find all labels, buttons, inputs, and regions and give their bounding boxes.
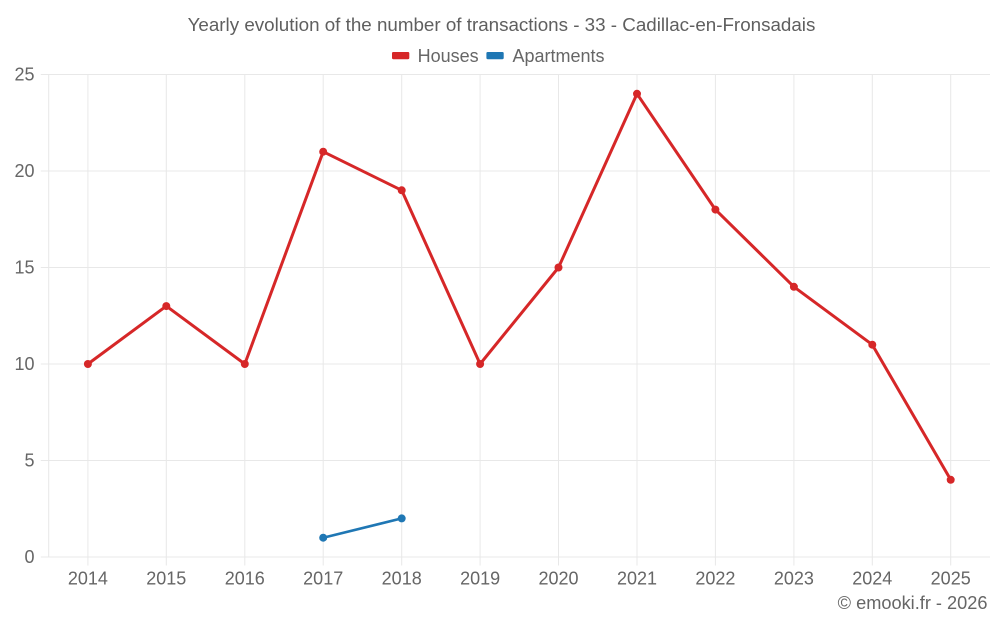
svg-text:2019: 2019 <box>460 569 500 589</box>
svg-text:2018: 2018 <box>382 569 422 589</box>
svg-text:5: 5 <box>24 451 34 471</box>
svg-text:Houses: Houses <box>418 46 479 66</box>
svg-text:2014: 2014 <box>68 569 108 589</box>
svg-text:20: 20 <box>14 161 34 181</box>
svg-text:2024: 2024 <box>852 569 892 589</box>
svg-text:2022: 2022 <box>695 569 735 589</box>
svg-text:Apartments: Apartments <box>513 46 605 66</box>
svg-text:2021: 2021 <box>617 569 657 589</box>
svg-text:2016: 2016 <box>225 569 265 589</box>
svg-text:2017: 2017 <box>303 569 343 589</box>
svg-text:© emooki.fr - 2026: © emooki.fr - 2026 <box>838 593 988 613</box>
svg-text:25: 25 <box>14 65 34 85</box>
svg-text:2020: 2020 <box>538 569 578 589</box>
svg-text:2015: 2015 <box>146 569 186 589</box>
svg-text:15: 15 <box>14 258 34 278</box>
svg-text:10: 10 <box>14 354 34 374</box>
svg-text:2025: 2025 <box>931 569 971 589</box>
svg-text:Yearly evolution of the number: Yearly evolution of the number of transa… <box>188 14 816 35</box>
svg-text:2023: 2023 <box>774 569 814 589</box>
svg-text:0: 0 <box>24 547 34 567</box>
